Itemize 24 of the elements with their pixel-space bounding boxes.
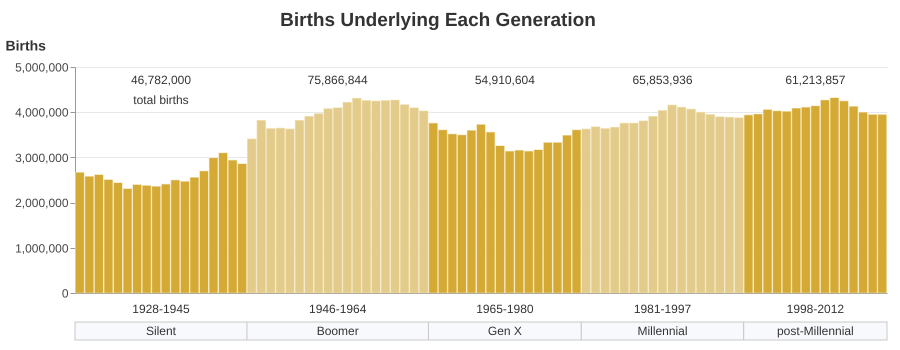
y-tick-label: 0: [62, 286, 69, 300]
y-tick-label: 3,000,000: [15, 150, 69, 165]
annotation: 54,910,604: [474, 73, 536, 87]
text: Gen X: [488, 324, 522, 338]
annotation: 65,853,936: [632, 73, 693, 87]
text: 1946-1964: [309, 302, 367, 316]
y-tick-label: 1,000,000: [15, 241, 69, 256]
annotation: 61,213,857: [785, 73, 846, 87]
chart-title: Births Underlying Each Generation: [280, 10, 596, 31]
y-tick-label: 4,000,000: [15, 106, 69, 120]
y-tick-label: 2,000,000: [15, 196, 69, 210]
text: 1965-1980: [476, 302, 534, 316]
y-tick-label: 5,000,000: [15, 60, 69, 74]
annotation: total births: [133, 93, 189, 107]
text: 1981-1997: [634, 302, 692, 316]
text: Boomer: [316, 324, 359, 338]
annotation: 75,866,844: [308, 73, 368, 87]
annotation: 46,782,000: [130, 73, 192, 87]
text: Millennial: [637, 324, 688, 338]
text: 1928-1945: [132, 302, 190, 316]
text: 1998-2012: [786, 302, 844, 316]
text: Silent: [146, 324, 177, 338]
text: post-Millennial: [777, 324, 854, 338]
y-axis-title: Births: [6, 38, 46, 54]
